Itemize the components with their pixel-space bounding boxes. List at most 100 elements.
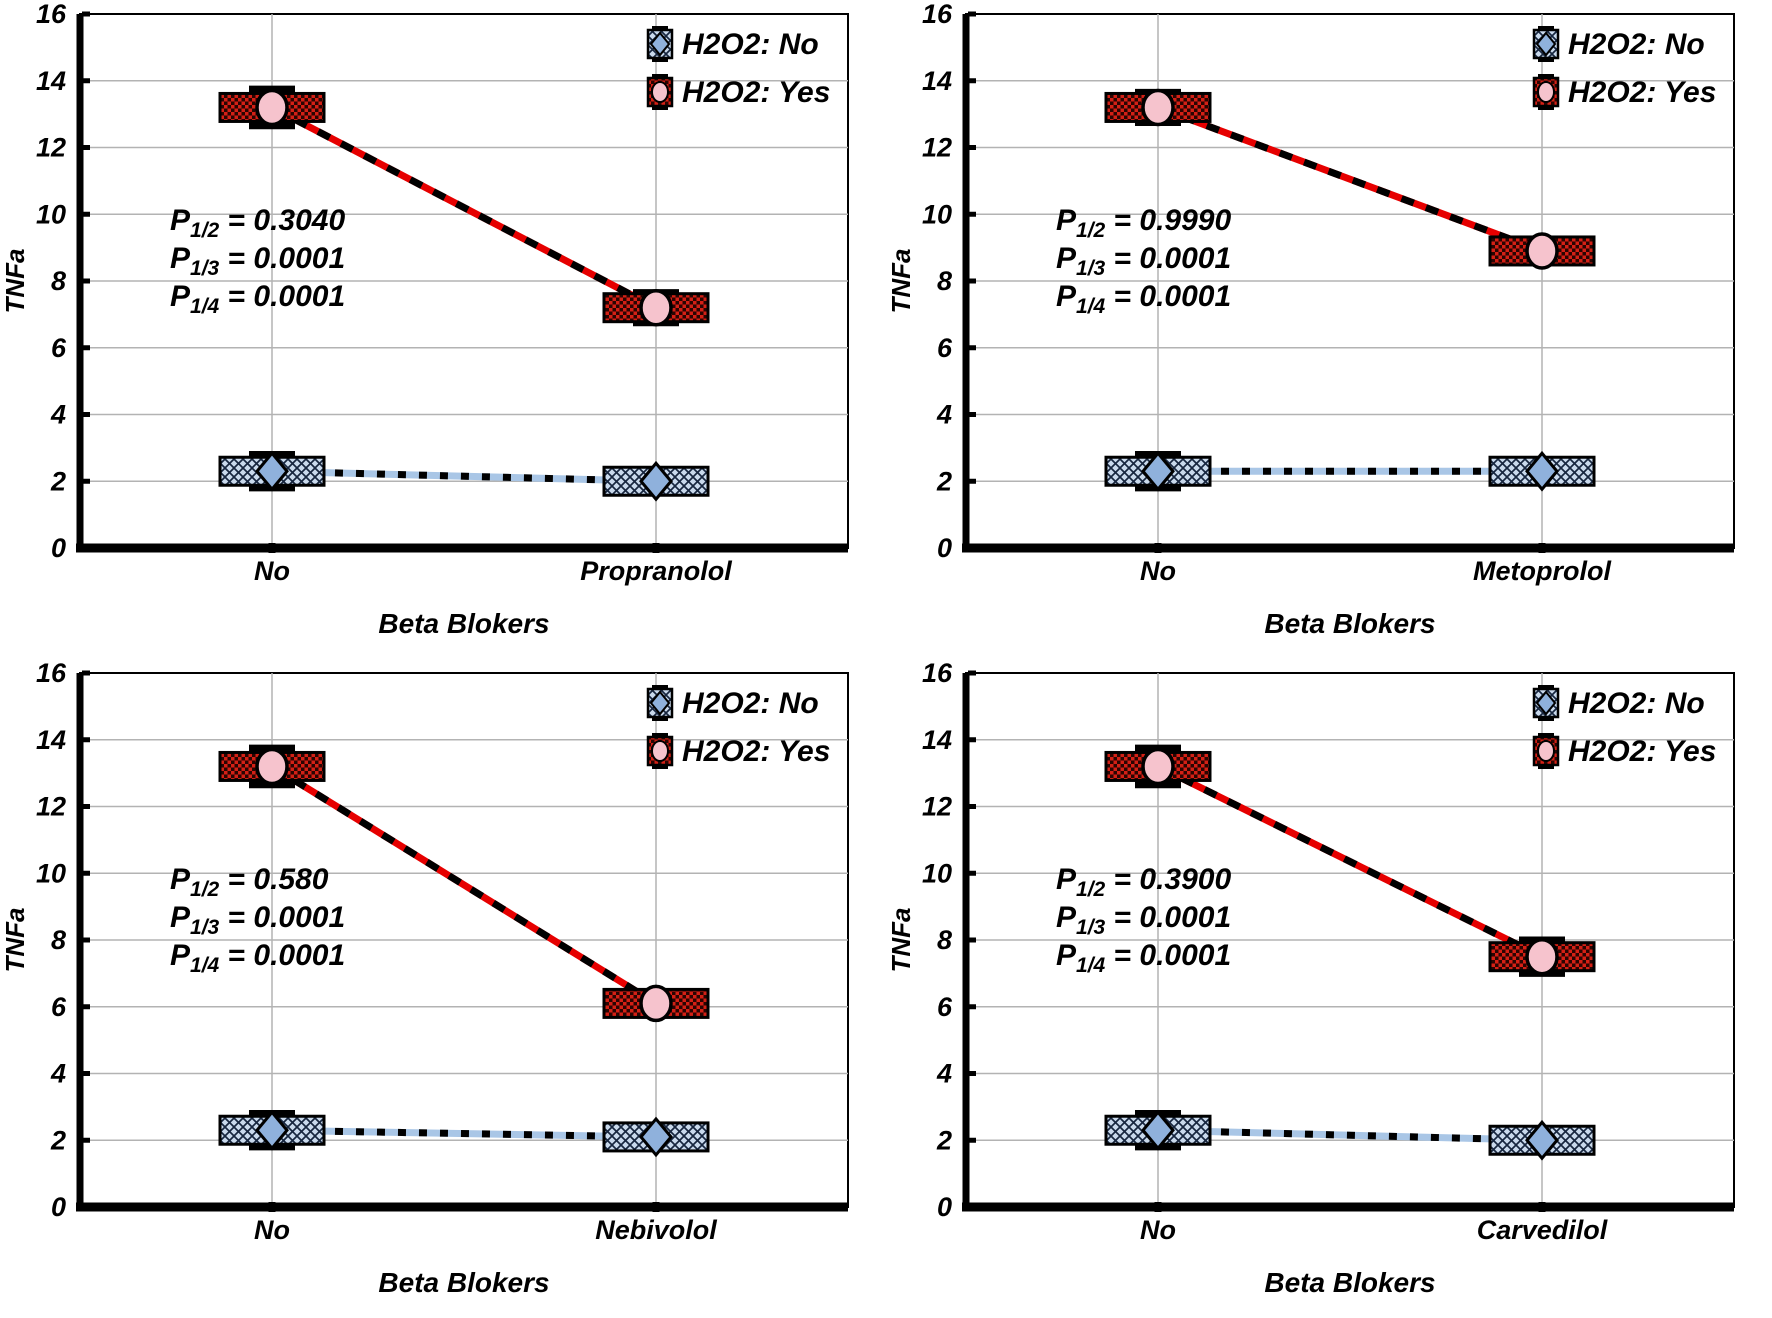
data-point-marker-diamond — [639, 460, 673, 502]
y-tick-mark — [82, 1204, 90, 1210]
y-tick-mark — [82, 145, 90, 150]
y-tick-mark — [968, 11, 976, 17]
data-point-marker-circle — [1525, 232, 1559, 270]
legend-label: H2O2: Yes — [682, 735, 830, 768]
y-axis-title: TNFa — [0, 249, 30, 314]
series-line-h2o2-no-dots — [271, 1126, 657, 1141]
x-category-label: Metoprolol — [1473, 556, 1611, 586]
y-tick-mark — [968, 78, 976, 84]
y-tick-label: 8 — [937, 266, 952, 296]
y-tick-label: 10 — [36, 199, 66, 229]
y-tick-label: 2 — [50, 1125, 66, 1155]
legend-marker-tab — [1538, 765, 1554, 769]
legend-diamond-icon — [649, 31, 671, 57]
y-tick-mark — [968, 478, 976, 484]
y-tick-label: 14 — [36, 725, 66, 755]
x-tick-mark — [1538, 543, 1546, 553]
legend-label: H2O2: Yes — [1568, 735, 1716, 768]
y-tick-label: 16 — [36, 0, 67, 29]
x-tick-mark — [652, 1202, 660, 1212]
x-category-label: Carvedilol — [1477, 1215, 1608, 1245]
y-tick-label: 4 — [50, 1059, 66, 1089]
legend-marker-tab — [652, 685, 668, 689]
data-point-marker-circle — [1525, 937, 1559, 976]
legend-label: H2O2: No — [1568, 28, 1705, 61]
chart-top-left: 0 2 4 6 8 10 12 14 16 No Propranolol H2O2: No H2O2: … — [0, 0, 849, 639]
y-tick-label: 6 — [937, 992, 953, 1022]
x-axis-title: Beta Blokers — [378, 608, 549, 639]
y-tick-mark — [82, 1004, 90, 1010]
data-point-marker-circle — [639, 984, 673, 1023]
data-point-marker-diamond — [1525, 450, 1559, 492]
y-tick-label: 14 — [922, 66, 952, 96]
x-category-label: No — [254, 1215, 290, 1245]
y-tick-label: 14 — [922, 725, 952, 755]
y-tick-mark — [82, 412, 90, 417]
y-tick-label: 6 — [51, 333, 67, 363]
y-tick-label: 12 — [922, 792, 952, 822]
y-tick-label: 6 — [51, 992, 67, 1022]
data-point-marker-circle — [639, 288, 673, 327]
y-tick-label: 12 — [36, 133, 66, 163]
data-point-marker-diamond — [255, 450, 289, 492]
legend-marker-tab — [652, 717, 668, 721]
chart-bottom-right: 0 2 4 6 8 10 12 14 16 No Carvedilol H2O2: No H2O2: Y… — [886, 659, 1735, 1298]
x-category-label: No — [1140, 1215, 1176, 1245]
y-tick-label: 10 — [922, 858, 952, 888]
p-value-annotation: P1/2 = 0.3900 — [1056, 863, 1231, 901]
legend-circle-icon — [651, 81, 669, 103]
p-value-annotation: P1/3 = 0.0001 — [170, 242, 345, 280]
y-tick-label: 0 — [51, 1192, 66, 1222]
legend-marker-tab — [652, 106, 668, 110]
legend-marker-tab — [1538, 733, 1554, 737]
p-value-annotation: P1/2 = 0.9990 — [1056, 204, 1231, 242]
legend-marker-tab — [1538, 58, 1554, 62]
y-tick-mark — [968, 1204, 976, 1210]
data-point-marker-circle — [255, 88, 289, 127]
legend-diamond-icon — [1535, 690, 1557, 716]
y-tick-mark — [968, 345, 976, 351]
y-tick-mark — [82, 478, 90, 484]
panel-top-right: 0 2 4 6 8 10 12 14 16 No Metoprolol H2O2: No H2O2: Y… — [886, 0, 1772, 659]
legend-diamond-icon — [1535, 31, 1557, 57]
chart-bottom-left: 0 2 4 6 8 10 12 14 16 No Nebivolol H2O2: No H2O2: Ye… — [0, 659, 849, 1298]
panel-bottom-left: 0 2 4 6 8 10 12 14 16 No Nebivolol H2O2: No H2O2: Ye… — [0, 659, 886, 1318]
data-point-marker-diamond — [1141, 1109, 1175, 1151]
y-tick-mark — [82, 670, 90, 676]
y-tick-label: 12 — [922, 133, 952, 163]
p-value-annotation: P1/4 = 0.0001 — [1056, 939, 1231, 977]
y-tick-mark — [968, 670, 976, 676]
y-axis-title: TNFa — [886, 249, 916, 314]
p-value-annotation: P1/2 = 0.3040 — [170, 204, 345, 242]
y-tick-mark — [82, 870, 90, 876]
y-tick-mark — [82, 937, 90, 943]
x-tick-mark — [1154, 1202, 1162, 1212]
y-tick-mark — [968, 211, 976, 217]
y-tick-label: 8 — [51, 925, 66, 955]
y-tick-label: 4 — [936, 400, 952, 430]
y-tick-mark — [968, 545, 976, 551]
y-tick-mark — [82, 804, 90, 809]
y-tick-mark — [82, 78, 90, 84]
x-category-label: Nebivolol — [595, 1215, 717, 1245]
data-point-marker-diamond — [255, 1109, 289, 1151]
data-point-marker-diamond — [1525, 1119, 1559, 1161]
legend-marker-tab — [1538, 685, 1554, 689]
y-tick-label: 8 — [937, 925, 952, 955]
legend-marker-tab — [1538, 26, 1554, 30]
x-tick-mark — [1538, 1202, 1546, 1212]
p-value-annotation: P1/3 = 0.0001 — [1056, 901, 1231, 939]
legend-circle-icon — [1537, 740, 1555, 762]
legend-marker-tab — [652, 26, 668, 30]
legend-marker-tab — [652, 74, 668, 78]
y-tick-mark — [82, 11, 90, 17]
y-tick-mark — [968, 278, 976, 284]
series-line-h2o2-no-dots — [271, 467, 657, 485]
x-tick-mark — [1154, 543, 1162, 553]
x-axis-title: Beta Blokers — [1264, 608, 1435, 639]
y-tick-label: 0 — [51, 533, 66, 563]
legend-diamond-icon — [649, 690, 671, 716]
y-tick-mark — [82, 211, 90, 217]
x-category-label: No — [1140, 556, 1176, 586]
legend-circle-icon — [651, 740, 669, 762]
